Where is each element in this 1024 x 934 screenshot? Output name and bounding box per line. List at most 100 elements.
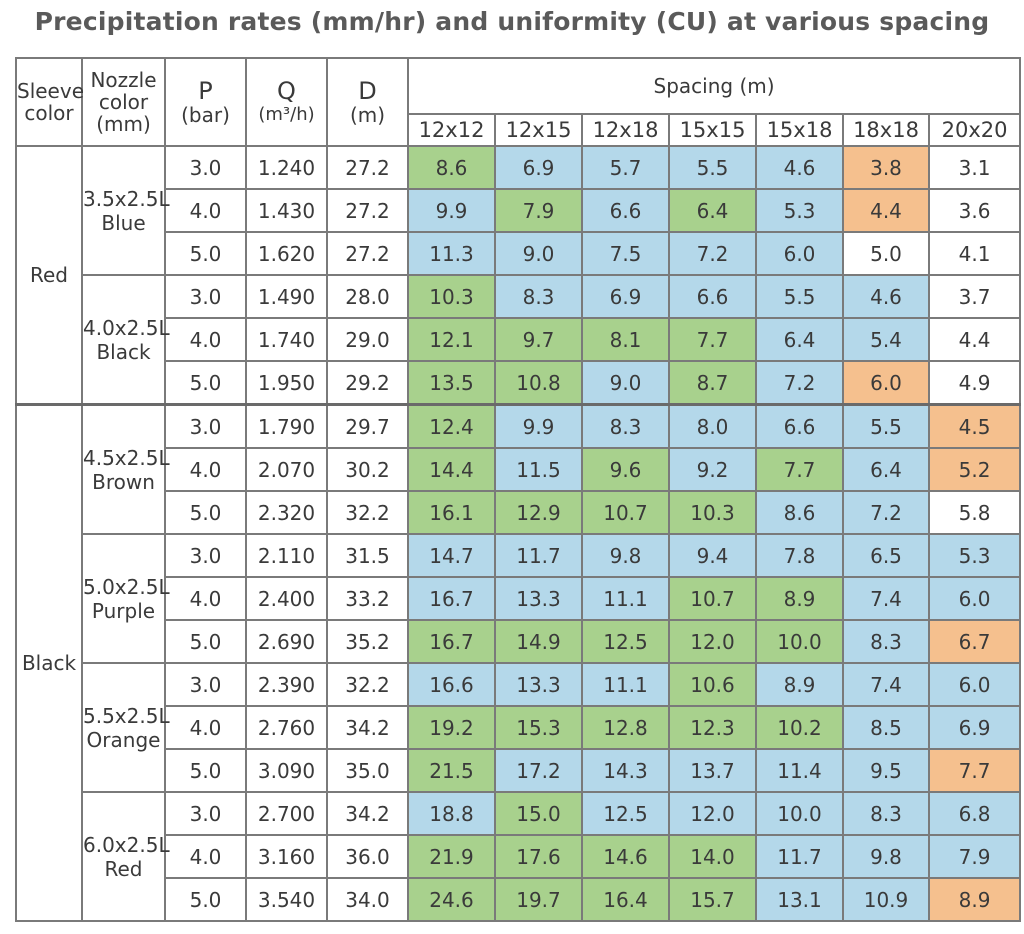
table-row: 5.0 2.320 32.2 16.1 12.9 10.7 10.3 8.6 7.2 5.8: [16, 490, 1022, 535]
rate-cell-18x18: 5.0: [842, 231, 930, 276]
rate-cell-12x18: 12.8: [581, 705, 670, 750]
rate-cell-20x20: 4.1: [927, 231, 1022, 276]
table-row: 4.0x2.5L Black 3.0 1.490 28.0 10.3 8.3 6.9 6.6 5.…: [16, 274, 1022, 406]
rate-cell-12x15: 9.7: [494, 317, 583, 362]
rate-cell-20x20: 4.4: [927, 317, 1022, 362]
pressure-cell: 4.0: [164, 188, 247, 233]
rate-cell-12x18: 10.7: [581, 490, 670, 535]
rate-cell-12x12: 13.5: [407, 360, 496, 406]
rate-cell-15x18: 11.7: [755, 834, 844, 879]
rate-cell-12x18: 16.4: [581, 877, 670, 922]
rate-cell-20x20: 3.6: [927, 188, 1022, 233]
nozzle-cell: 3.5x2.5L Blue: [81, 145, 170, 276]
rate-cell-20x20: 4.9: [927, 360, 1022, 406]
table-row: 5.0x2.5L Purple 3.0 2.110 31.5 14.7 11.7 9.8 9.4…: [16, 533, 1022, 664]
rate-cell-15x18: 11.4: [755, 748, 844, 793]
rate-cell-20x20: 5.8: [927, 490, 1022, 535]
diameter-cell: 34.0: [326, 877, 409, 922]
table-header: Sleeve color Nozzle color (mm) P (bar) Q…: [15, 57, 1022, 147]
flow-cell: 1.240: [245, 145, 328, 190]
rate-cell-12x15: 11.5: [494, 447, 583, 492]
header-flow-label: Q: [277, 77, 296, 105]
rate-cell-12x18: 7.5: [581, 231, 670, 276]
pressure-cell: 4.0: [164, 317, 247, 362]
rate-cell-15x15: 10.7: [668, 576, 757, 621]
nozzle-name: Purple: [91, 598, 156, 623]
rate-cell-12x18: 11.1: [581, 662, 670, 707]
rate-cell-12x18: 9.8: [581, 533, 670, 578]
rate-cell-15x15: 13.7: [668, 748, 757, 793]
diameter-cell: 27.2: [326, 145, 409, 190]
rate-cell-20x20: 5.2: [927, 447, 1022, 492]
diameter-cell: 27.2: [326, 188, 409, 233]
rate-cell-15x18: 8.9: [755, 662, 844, 707]
rate-cell-12x15: 6.9: [494, 145, 583, 190]
pressure-cell: 4.0: [164, 705, 247, 750]
rate-cell-18x18: 5.5: [842, 403, 930, 449]
table-row: 5.0 3.540 34.0 24.6 19.7 16.4 15.7 13.1 10.9 8.9: [16, 877, 1022, 922]
rate-cell-12x12: 9.9: [407, 188, 496, 233]
diameter-cell: 34.2: [326, 791, 409, 836]
rate-cell-12x18: 12.5: [581, 619, 670, 664]
rate-cell-12x15: 7.9: [494, 188, 583, 233]
flow-cell: 2.390: [245, 662, 328, 707]
diameter-cell: 31.5: [326, 533, 409, 578]
pressure-cell: 3.0: [164, 533, 247, 578]
rate-cell-15x18: 5.3: [755, 188, 844, 233]
rate-cell-12x15: 12.9: [494, 490, 583, 535]
rate-cell-12x18: 8.3: [581, 403, 670, 449]
pressure-cell: 4.0: [164, 576, 247, 621]
rate-cell-20x20: 6.8: [927, 791, 1022, 836]
nozzle-name: Blue: [101, 210, 146, 235]
rate-cell-18x18: 10.9: [842, 877, 930, 922]
table-row: 5.0 2.690 35.2 16.7 14.9 12.5 12.0 10.0 8.3 6.7: [16, 619, 1022, 664]
flow-cell: 1.950: [245, 360, 328, 406]
rate-cell-20x20: 7.9: [927, 834, 1022, 879]
pressure-cell: 5.0: [164, 877, 247, 922]
table-row: 4.0 2.070 30.2 14.4 11.5 9.6 9.2 7.7 6.4 5.2: [16, 447, 1022, 492]
rate-cell-15x18: 4.6: [755, 145, 844, 190]
header-flow-unit: (m³/h): [258, 104, 315, 125]
table-row: 4.0 3.160 36.0 21.9 17.6 14.6 14.0 11.7 9.8 7.9: [16, 834, 1022, 879]
rate-cell-15x18: 7.2: [755, 360, 844, 406]
nozzle-cell: 4.0x2.5L Black: [81, 274, 170, 406]
diameter-cell: 32.2: [326, 490, 409, 535]
rate-cell-12x12: 16.6: [407, 662, 496, 707]
rate-cell-12x15: 14.9: [494, 619, 583, 664]
rate-cell-12x18: 9.0: [581, 360, 670, 406]
rate-cell-12x18: 14.6: [581, 834, 670, 879]
header-spacing-12x15: 12x15: [494, 113, 583, 147]
rate-cell-18x18: 8.3: [842, 791, 930, 836]
rate-cell-20x20: 8.9: [927, 877, 1022, 922]
table-row: 4.0 2.760 34.2 19.2 15.3 12.8 12.3 10.2 8.5 6.9: [16, 705, 1022, 750]
rate-cell-12x15: 15.0: [494, 791, 583, 836]
nozzle-name: Red: [104, 856, 143, 881]
nozzle-cell: 6.0x2.5L Red: [81, 791, 170, 922]
pressure-cell: 4.0: [164, 447, 247, 492]
table-row: 5.0 3.090 35.0 21.5 17.2 14.3 13.7 11.4 9.5 7.7: [16, 748, 1022, 793]
rate-cell-12x18: 6.9: [581, 274, 670, 319]
pressure-cell: 5.0: [164, 360, 247, 406]
rate-cell-12x12: 12.1: [407, 317, 496, 362]
diameter-cell: 35.0: [326, 748, 409, 793]
flow-cell: 1.740: [245, 317, 328, 362]
diameter-cell: 34.2: [326, 705, 409, 750]
rate-cell-12x18: 14.3: [581, 748, 670, 793]
header-spacing-12x18: 12x18: [581, 113, 670, 147]
flow-cell: 2.320: [245, 490, 328, 535]
rate-cell-12x18: 6.6: [581, 188, 670, 233]
diameter-cell: 36.0: [326, 834, 409, 879]
rate-cell-15x15: 9.2: [668, 447, 757, 492]
table-row: 5.5x2.5L Orange 3.0 2.390 32.2 16.6 13.3 11.1 10…: [16, 662, 1022, 793]
table-row: 4.0 1.740 29.0 12.1 9.7 8.1 7.7 6.4 5.4 4.4: [16, 317, 1022, 362]
rate-cell-12x15: 13.3: [494, 576, 583, 621]
rate-cell-12x15: 13.3: [494, 662, 583, 707]
nozzle-size: 4.5x2.5L: [83, 445, 170, 470]
diameter-cell: 32.2: [326, 662, 409, 707]
rate-cell-12x15: 9.0: [494, 231, 583, 276]
rate-cell-15x18: 7.7: [755, 447, 844, 492]
rate-cell-12x18: 8.1: [581, 317, 670, 362]
rate-cell-15x15: 12.0: [668, 791, 757, 836]
rate-cell-20x20: 7.7: [927, 748, 1022, 793]
rate-cell-15x15: 14.0: [668, 834, 757, 879]
